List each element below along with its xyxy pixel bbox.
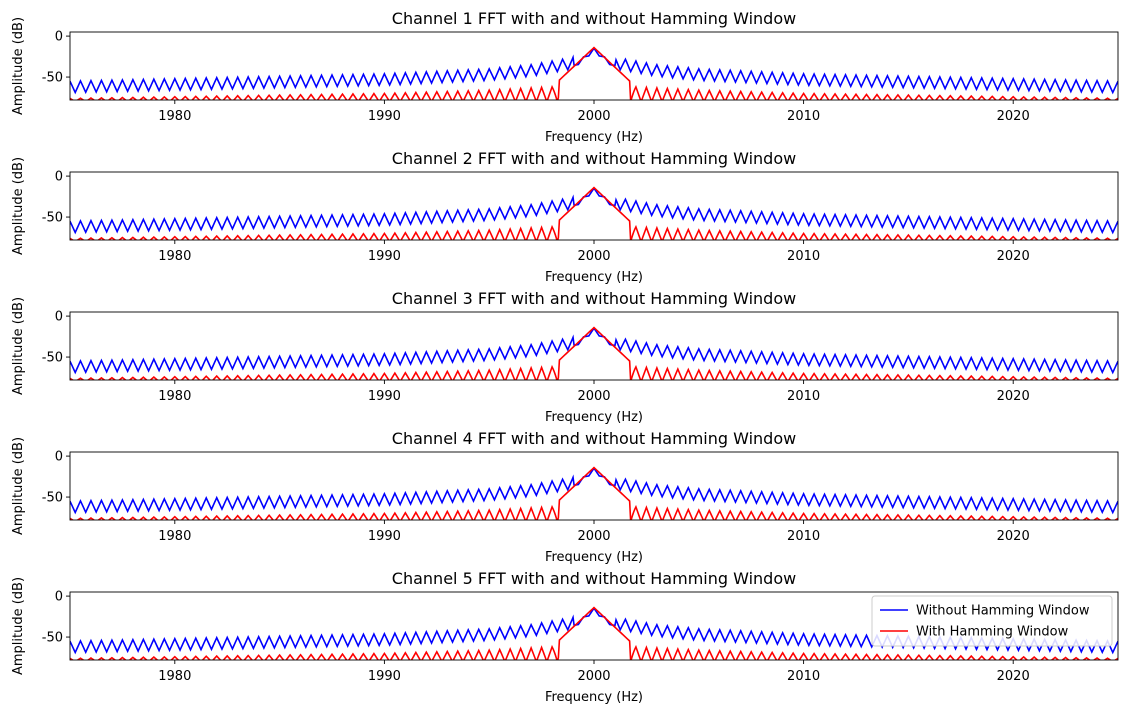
x-axis-label: Frequency (Hz)	[545, 130, 643, 145]
chart-panel-3: 1980 1990 2000 2010 2020 0 -50 Channel 3 FFT wi…	[11, 289, 1119, 425]
y-tick-label: 0	[55, 590, 63, 605]
x-tick-label: 1990	[368, 249, 401, 264]
y-axis-label: Amplitude (dB)	[11, 577, 26, 675]
x-tick-label: 1990	[368, 109, 401, 124]
legend: Without Hamming Window With Hamming Windo…	[871, 595, 1113, 647]
x-tick-label: 1980	[158, 669, 191, 684]
axes-frame	[69, 451, 1119, 521]
chart-title: Channel 1 FFT with and without Hamming W…	[392, 9, 796, 28]
x-tick-label: 2000	[577, 529, 610, 544]
x-tick-label: 2000	[577, 249, 610, 264]
y-axis-label: Amplitude (dB)	[11, 17, 26, 115]
chart-panel-2: 1980 1990 2000 2010 2020 0 -50 Channel 2 FFT wi…	[11, 149, 1119, 285]
x-axis-label: Frequency (Hz)	[545, 690, 643, 705]
y-tick-label: 0	[55, 170, 63, 185]
y-tick-label: -50	[42, 71, 63, 86]
y-tick-label: -50	[42, 211, 63, 226]
chart-title: Channel 4 FFT with and without Hamming W…	[392, 429, 796, 448]
axes-frame	[69, 31, 1119, 101]
y-tick-label: 0	[55, 450, 63, 465]
chart-title: Channel 5 FFT with and without Hamming W…	[392, 569, 796, 588]
series-line-with-hamming	[70, 46, 1118, 100]
x-tick-label: 2020	[997, 389, 1030, 404]
x-tick-label: 2020	[997, 249, 1030, 264]
series-line-with-hamming	[70, 466, 1118, 520]
x-tick-label: 2010	[787, 109, 820, 124]
x-tick-label: 2000	[577, 669, 610, 684]
legend-box	[871, 595, 1113, 647]
series-line-without-hamming	[70, 46, 1118, 95]
x-axis-label: Frequency (Hz)	[545, 270, 643, 285]
x-tick-label: 1990	[368, 669, 401, 684]
y-axis-label: Amplitude (dB)	[11, 157, 26, 255]
y-tick-label: 0	[55, 310, 63, 325]
chart-panel-5: 1980 1990 2000 2010 2020 0 -50 Channel 5 FFT wi…	[11, 569, 1119, 705]
x-tick-label: 2020	[997, 529, 1030, 544]
x-tick-label: 2000	[577, 389, 610, 404]
series-line-without-hamming	[70, 186, 1118, 235]
x-tick-label: 1990	[368, 529, 401, 544]
axes-frame	[69, 171, 1119, 241]
x-tick-label: 2000	[577, 109, 610, 124]
x-tick-label: 2010	[787, 249, 820, 264]
series-line-with-hamming	[70, 186, 1118, 240]
chart-panel-4: 1980 1990 2000 2010 2020 0 -50 Channel 4 FFT wi…	[11, 429, 1119, 565]
y-tick-label: -50	[42, 491, 63, 506]
y-tick-label: -50	[42, 351, 63, 366]
series-line-without-hamming	[70, 466, 1118, 515]
x-tick-label: 2020	[997, 109, 1030, 124]
x-tick-label: 2010	[787, 529, 820, 544]
chart-title: Channel 3 FFT with and without Hamming W…	[392, 289, 796, 308]
x-tick-label: 2010	[787, 669, 820, 684]
legend-label: With Hamming Window	[916, 625, 1069, 640]
x-tick-label: 2010	[787, 389, 820, 404]
y-tick-label: -50	[42, 631, 63, 646]
x-tick-label: 1980	[158, 529, 191, 544]
x-axis-label: Frequency (Hz)	[545, 550, 643, 565]
series-line-with-hamming	[70, 326, 1118, 380]
x-tick-label: 2020	[997, 669, 1030, 684]
series-line-without-hamming	[70, 326, 1118, 375]
chart-panel-1: 1980 1990 2000 2010 2020 0 -50 Channel 1 FFT wi…	[11, 9, 1119, 145]
y-axis-label: Amplitude (dB)	[11, 437, 26, 535]
chart-title: Channel 2 FFT with and without Hamming W…	[392, 149, 796, 168]
x-axis-label: Frequency (Hz)	[545, 410, 643, 425]
x-tick-label: 1990	[368, 389, 401, 404]
x-tick-label: 1980	[158, 249, 191, 264]
legend-label: Without Hamming Window	[916, 604, 1090, 619]
y-tick-label: 0	[55, 30, 63, 45]
x-tick-label: 1980	[158, 109, 191, 124]
y-axis-label: Amplitude (dB)	[11, 297, 26, 395]
axes-frame	[69, 311, 1119, 381]
x-tick-label: 1980	[158, 389, 191, 404]
